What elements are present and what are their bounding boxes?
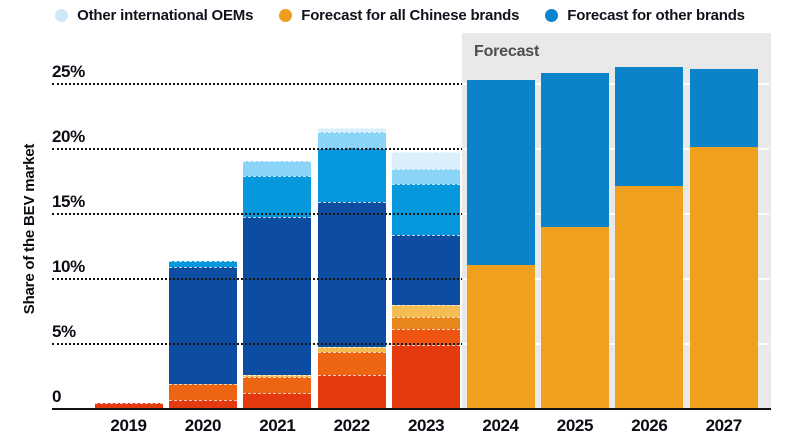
x-tick-2019: 2019 [110,416,147,435]
bar-segment-tan [317,346,386,352]
bar-segment-dark-blue [243,217,312,375]
legend-item-forecast-other-brands: Forecast for other brands [545,7,745,24]
bar-segment-light-blue [392,168,461,185]
x-tick-2023: 2023 [407,416,445,435]
x-tick-2026: 2026 [631,416,668,435]
bar-2022 [317,128,386,409]
y-axis-title: Share of the BEV market [21,143,38,315]
y-tick-10: 10% [52,257,85,277]
bar-segment-dark-blue [168,267,237,385]
bar-segment-light-blue [317,132,386,148]
bar-segment-forecast-all-chinese-brands [540,227,609,409]
bar-segment-tan [243,374,312,378]
bar-segment-forecast-all-chinese-brands [689,146,758,409]
x-tick-2020: 2020 [184,416,222,435]
bar-segment-red [168,399,237,409]
bar-segment-red [94,402,163,409]
bar-segment-medium-blue [168,260,237,268]
y-tick-15: 15% [52,192,85,212]
bar-segment-dark-blue [317,202,386,347]
gridline-10 [52,278,771,281]
bar-segment-forecast-other-brands [466,80,535,265]
bar-segment-light-blue [243,160,312,176]
bar-segment-orange [317,351,386,376]
y-tick-0: 0 [52,387,62,406]
bar-segment-dark-blue [392,234,461,306]
x-tick-2027: 2027 [705,416,743,435]
bar-2027 [689,68,758,409]
bar-segment-red [243,393,312,409]
bar-segment-medium-blue [317,147,386,203]
bar-segment-forecast-other-brands [540,72,609,228]
legend-item-forecast-all-chinese-brands: Forecast for all Chinese brands [279,7,519,24]
bar-2023 [392,151,461,409]
y-tick-20: 20% [52,127,85,147]
bar-2021 [243,160,312,409]
bar-segment-other-international-oems [392,151,461,169]
bar-segment-forecast-all-chinese-brands [615,185,684,409]
bar-2026 [615,67,684,409]
y-tick-25: 25% [52,62,85,82]
bar-segment-red [317,375,386,409]
bar-2025 [540,72,609,409]
y-tick-5: 5% [52,322,76,342]
pale-blue-dot-icon [55,8,69,22]
x-axis-line [52,408,771,410]
bar-segment-medium-blue [243,175,312,218]
gridline-20 [52,148,771,151]
x-tick-2025: 2025 [556,416,594,435]
gridline-5 [52,343,771,346]
bar-segment-orange [243,377,312,394]
bar-2020 [168,260,237,409]
bar-segment-forecast-all-chinese-brands [466,264,535,409]
bar-segment-orange [392,316,461,330]
bar-2019 [94,402,163,409]
legend-label: Forecast for all Chinese brands [301,6,520,24]
bar-segment-red [392,344,461,409]
x-tick-2024: 2024 [482,416,519,435]
gridline-25 [52,83,771,86]
bar-segment-tan [392,305,461,317]
gridline-15 [52,213,771,216]
bar-segment-red-orange [392,329,461,345]
bar-segment-other-international-oems [317,128,386,133]
bar-segment-orange [168,384,237,400]
legend-label: Other international OEMs [77,6,254,24]
legend-item-other-international-oems: Other international OEMs [55,7,253,24]
bar-2024 [466,80,535,409]
legend: Other international OEMs Forecast for al… [0,3,800,27]
bar-segment-medium-blue [392,184,461,235]
bar-segment-forecast-other-brands [689,68,758,147]
blue-dot-icon [545,8,559,22]
orange-dot-icon [279,8,293,22]
x-tick-2022: 2022 [333,416,371,435]
bar-segment-forecast-other-brands [615,67,684,186]
legend-label: Forecast for other brands [567,6,745,24]
forecast-panel-label: Forecast [474,43,540,60]
x-tick-2021: 2021 [259,416,296,435]
